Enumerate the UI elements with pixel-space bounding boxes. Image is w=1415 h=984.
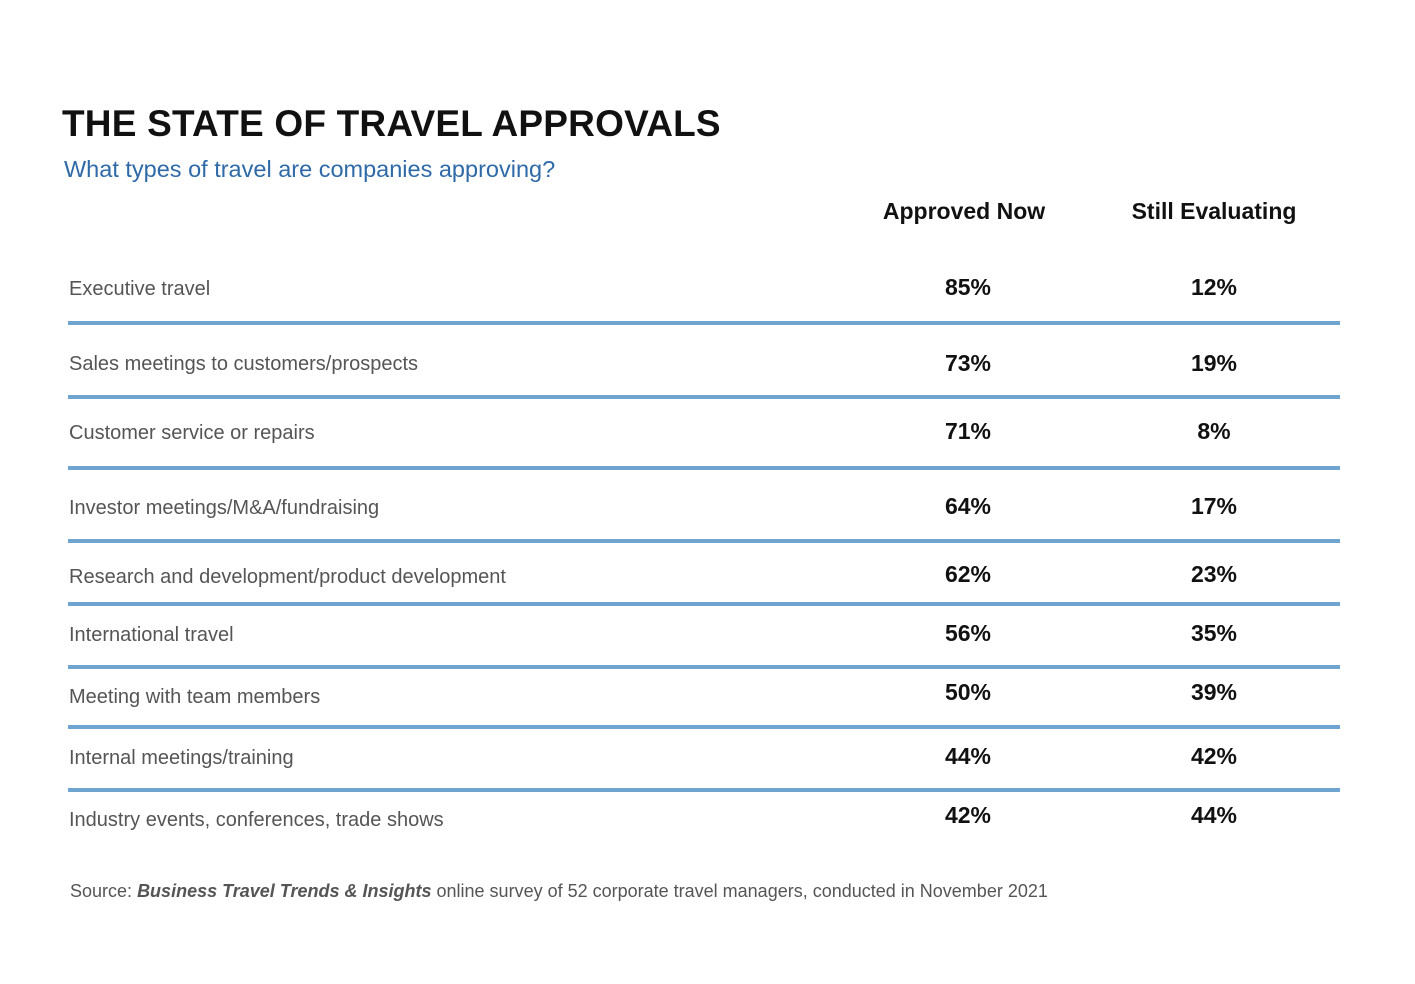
still-evaluating-value: 19% xyxy=(1190,350,1238,376)
approved-now-value: 42% xyxy=(944,802,992,828)
approved-now-value: 73% xyxy=(944,350,992,376)
row-label: Industry events, conferences, trade show… xyxy=(69,809,444,831)
row-label: Investor meetings/M&A/fundraising xyxy=(69,497,380,519)
still-evaluating-value: 8% xyxy=(1197,418,1231,444)
row-divider xyxy=(68,539,1340,543)
row-label: Customer service or repairs xyxy=(69,422,315,444)
row-divider xyxy=(68,665,1340,669)
row-label: Sales meetings to customers/prospects xyxy=(69,353,419,375)
source-prefix: Source: xyxy=(70,881,133,901)
row-divider xyxy=(68,725,1340,729)
approved-now-value: 62% xyxy=(944,561,992,587)
approved-now-value: 50% xyxy=(944,679,992,705)
approved-now-value: 85% xyxy=(944,274,992,300)
still-evaluating-value: 23% xyxy=(1190,561,1238,587)
row-label: International travel xyxy=(69,624,234,646)
source-note: Source: Business Travel Trends & Insight… xyxy=(70,881,1048,902)
chart-subtitle: What types of travel are companies appro… xyxy=(64,156,556,182)
row-divider xyxy=(68,788,1340,792)
row-label: Meeting with team members xyxy=(69,686,321,708)
row-label: Research and development/product develop… xyxy=(69,566,506,588)
approved-now-value: 56% xyxy=(944,620,992,646)
row-label: Executive travel xyxy=(69,278,211,300)
still-evaluating-value: 35% xyxy=(1190,620,1238,646)
row-divider xyxy=(68,602,1340,606)
approved-now-value: 71% xyxy=(944,418,992,444)
approved-now-value: 44% xyxy=(944,743,992,769)
column-header-approved-now: Approved Now xyxy=(882,198,1046,224)
row-divider xyxy=(68,466,1340,470)
still-evaluating-value: 42% xyxy=(1190,743,1238,769)
chart-title: THE STATE OF TRAVEL APPROVALS xyxy=(62,103,721,144)
column-header-still-evaluating: Still Evaluating xyxy=(1131,198,1297,224)
row-divider xyxy=(68,321,1340,325)
source-publication: Business Travel Trends & Insights xyxy=(137,881,432,901)
still-evaluating-value: 39% xyxy=(1190,679,1238,705)
approved-now-value: 64% xyxy=(944,493,992,519)
still-evaluating-value: 17% xyxy=(1190,493,1238,519)
row-label: Internal meetings/training xyxy=(69,747,294,769)
row-divider xyxy=(68,395,1340,399)
still-evaluating-value: 44% xyxy=(1190,802,1238,828)
still-evaluating-value: 12% xyxy=(1190,274,1238,300)
source-suffix: online survey of 52 corporate travel man… xyxy=(436,881,1048,901)
